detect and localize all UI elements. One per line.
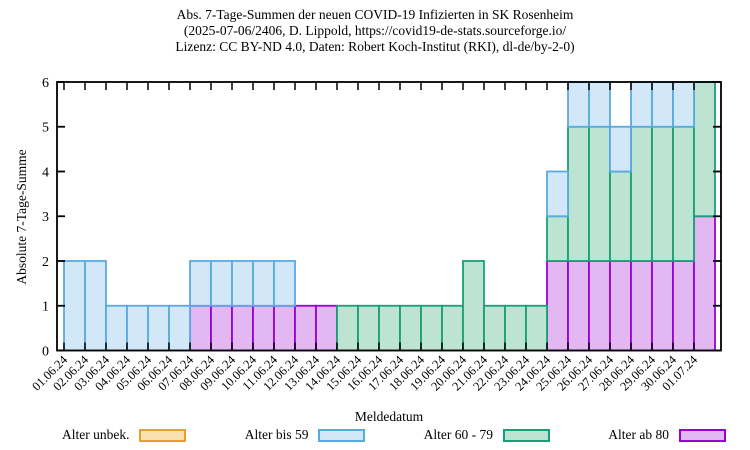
chart-title: Abs. 7-Tage-Summen der neuen COVID-19 In… — [0, 7, 750, 55]
bar-segment-alter-ab-80-27.06.24 — [609, 260, 632, 352]
legend-swatch-alter-bis-59 — [318, 428, 366, 442]
bar-segment-alter-bis-59-24.06.24 — [546, 170, 569, 218]
bar-segment-alter-bis-59-05.06.24 — [147, 304, 170, 352]
bar-segment-alter-bis-59-27.06.24 — [609, 125, 632, 173]
legend-item-alter-60-79: Alter 60 - 79 — [423, 427, 551, 443]
bar-segment-alter-ab-80-24.06.24 — [546, 260, 569, 352]
bar-segment-alter-bis-59-10.06.24 — [252, 260, 275, 307]
bar-segment-alter-60-79-23.06.24 — [525, 304, 548, 352]
bar-segment-alter-60-79-28.06.24 — [630, 125, 653, 262]
bar-segment-alter-bis-59-28.06.24 — [630, 81, 653, 128]
bar-segment-alter-60-79-29.06.24 — [651, 125, 674, 262]
bar-segment-alter-ab-80-09.06.24 — [231, 304, 254, 352]
bar-segment-alter-bis-59-30.06.24 — [672, 81, 695, 128]
chart-title-line1: Abs. 7-Tage-Summen der neuen COVID-19 In… — [176, 7, 574, 22]
y-tick-label: 0 — [42, 344, 49, 359]
x-axis-label: Meldedatum — [354, 409, 424, 424]
legend-label-alter-unbek: Alter unbek. — [62, 427, 130, 442]
bar-segment-alter-bis-59-09.06.24 — [231, 260, 254, 307]
bar-segment-alter-60-79-17.06.24 — [399, 304, 422, 352]
bar-segment-alter-ab-80-13.06.24 — [315, 304, 338, 352]
bar-segment-alter-bis-59-25.06.24 — [567, 81, 590, 128]
bar-segment-alter-bis-59-06.06.24 — [168, 304, 191, 352]
bar-segment-alter-ab-80-10.06.24 — [252, 304, 275, 352]
bar-segment-alter-bis-59-26.06.24 — [588, 81, 611, 128]
bar-segment-alter-60-79-18.06.24 — [420, 304, 443, 352]
bar-segment-alter-bis-59-08.06.24 — [210, 260, 233, 307]
y-tick-label: 6 — [42, 76, 49, 91]
chart-title-line3: Lizenz: CC BY-ND 4.0, Daten: Robert Koch… — [175, 39, 575, 54]
legend-label-alter-bis-59: Alter bis 59 — [244, 427, 309, 442]
bar-segment-alter-ab-80-29.06.24 — [651, 260, 674, 352]
bar-segment-alter-60-79-01.07.24 — [693, 81, 716, 218]
y-tick-label: 4 — [42, 165, 49, 180]
y-tick-label: 1 — [42, 300, 49, 315]
bar-segment-alter-bis-59-29.06.24 — [651, 81, 674, 128]
bar-segment-alter-60-79-19.06.24 — [441, 304, 464, 352]
bar-segment-alter-60-79-15.06.24 — [357, 304, 380, 352]
bar-segment-alter-60-79-26.06.24 — [588, 125, 611, 262]
bar-segment-alter-60-79-25.06.24 — [567, 125, 590, 262]
bar-segment-alter-60-79-20.06.24 — [462, 260, 485, 352]
bar-segment-alter-60-79-22.06.24 — [504, 304, 527, 352]
bar-segment-alter-bis-59-07.06.24 — [189, 260, 212, 307]
y-tick-label: 5 — [42, 121, 49, 136]
legend-swatch-alter-60-79 — [503, 428, 551, 442]
bar-segment-alter-ab-80-12.06.24 — [294, 304, 317, 352]
y-tick-label: 3 — [42, 210, 49, 225]
bar-segment-alter-60-79-21.06.24 — [483, 304, 506, 352]
bar-segment-alter-bis-59-02.06.24 — [84, 260, 107, 352]
chart-legend: Alter unbek. Alter bis 59 Alter 60 - 79 Alt… — [62, 427, 726, 443]
bar-segment-alter-ab-80-11.06.24 — [273, 304, 296, 352]
chart-title-line2: (2025-07-06/2406, D. Lippold, https://co… — [183, 23, 567, 38]
bar-segment-alter-60-79-16.06.24 — [378, 304, 401, 352]
bar-segment-alter-60-79-30.06.24 — [672, 125, 695, 262]
legend-item-alter-ab-80: Alter ab 80 — [608, 427, 726, 443]
legend-item-alter-unbek: Alter unbek. — [62, 427, 187, 443]
y-tick-label: 2 — [42, 255, 49, 270]
bar-segment-alter-bis-59-04.06.24 — [126, 304, 149, 352]
bar-segment-alter-ab-80-08.06.24 — [210, 304, 233, 352]
bar-segment-alter-ab-80-26.06.24 — [588, 260, 611, 352]
bar-segment-alter-bis-59-01.06.24 — [63, 260, 86, 352]
bar-segment-alter-60-79-24.06.24 — [546, 215, 569, 262]
bar-segment-alter-bis-59-03.06.24 — [105, 304, 128, 352]
legend-swatch-alter-ab-80 — [678, 428, 726, 442]
legend-label-alter-ab-80: Alter ab 80 — [608, 427, 669, 442]
bar-segment-alter-ab-80-30.06.24 — [672, 260, 695, 352]
bar-segment-alter-ab-80-01.07.24 — [693, 215, 716, 352]
bar-segment-alter-ab-80-07.06.24 — [189, 304, 212, 352]
legend-item-alter-bis-59: Alter bis 59 — [245, 427, 366, 443]
legend-label-alter-60-79: Alter 60 - 79 — [423, 427, 494, 442]
bar-segment-alter-60-79-14.06.24 — [336, 304, 359, 352]
bar-segment-alter-60-79-27.06.24 — [609, 170, 632, 262]
bar-segment-alter-ab-80-28.06.24 — [630, 260, 653, 352]
y-axis-label: Absolute 7-Tage-Summe — [14, 149, 29, 285]
bar-segment-alter-bis-59-11.06.24 — [273, 260, 296, 307]
bar-segment-alter-ab-80-25.06.24 — [567, 260, 590, 352]
legend-swatch-alter-unbek — [139, 428, 187, 442]
